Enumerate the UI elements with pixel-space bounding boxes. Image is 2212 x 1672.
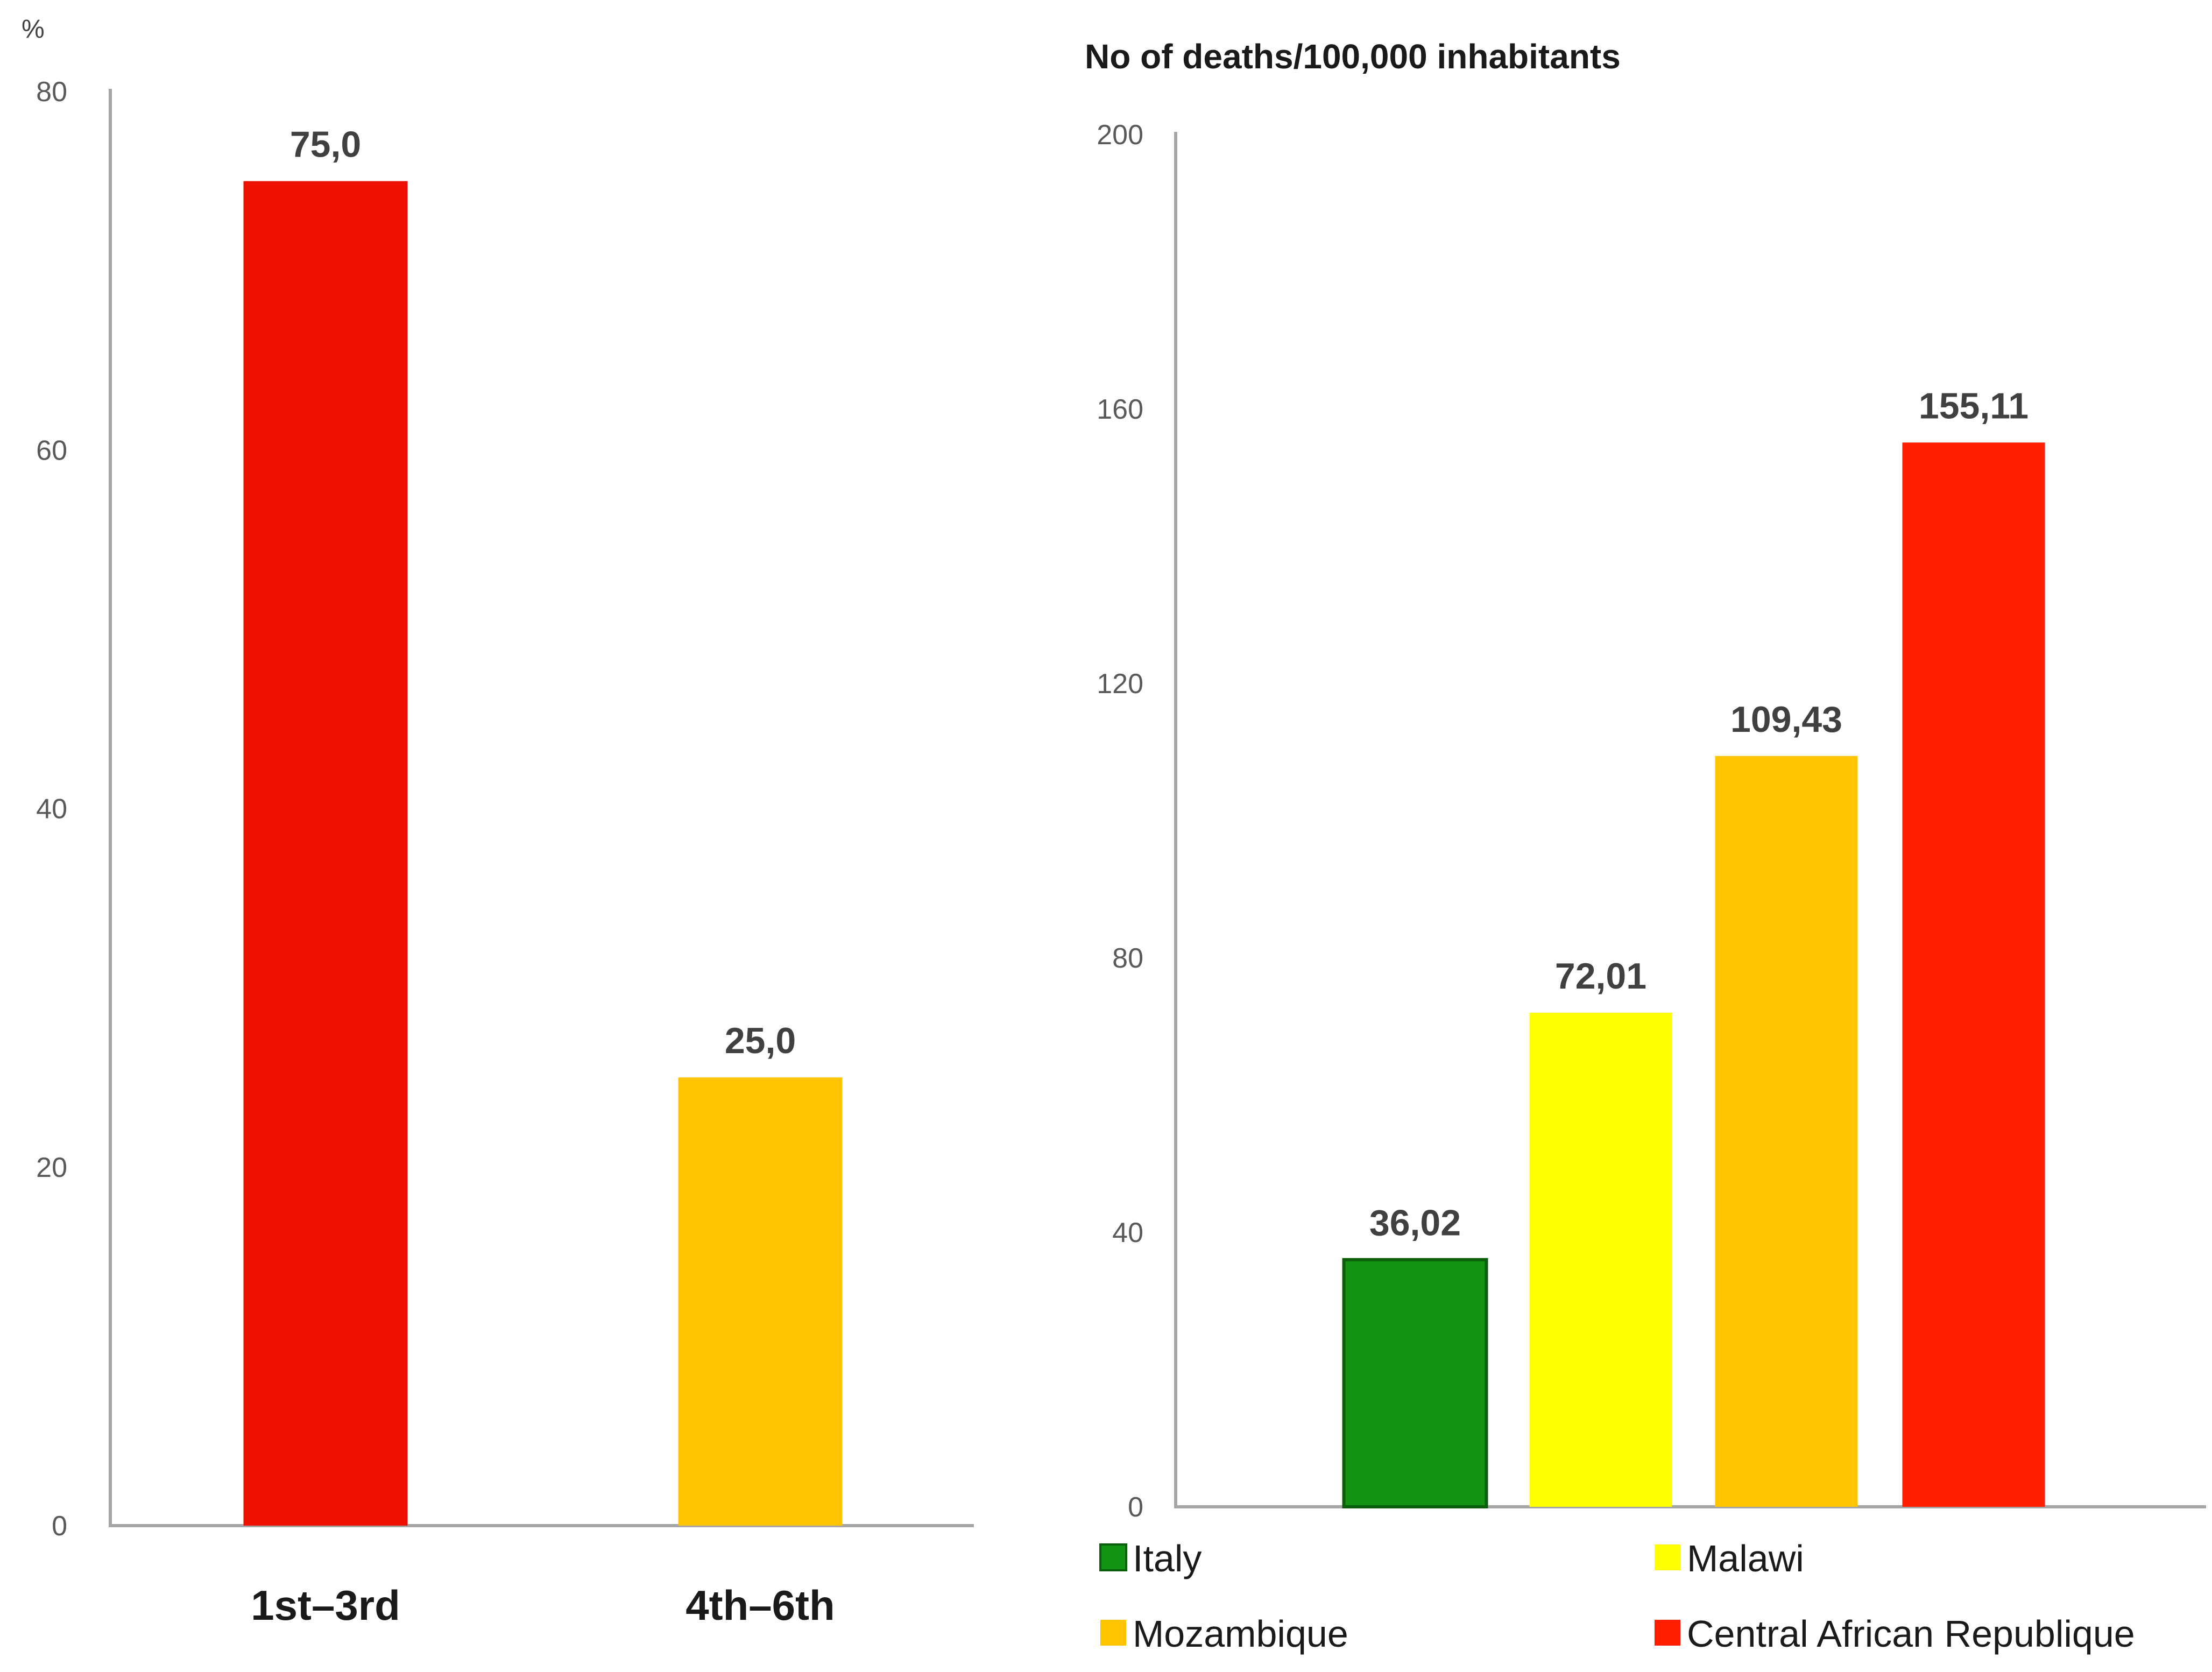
right-y-ticks: 0 40 80 120 160 200 [1097, 119, 1143, 1523]
chart-left: % 0 20 40 60 80 75,0 25,0 1st–3rd 4th–6th [22, 15, 974, 1629]
right-y-tick-label: 0 [1128, 1492, 1143, 1523]
left-bars: 75,0 25,0 [243, 124, 843, 1526]
right-bar-value-label: 109,43 [1730, 699, 1842, 740]
right-bar [1529, 1012, 1672, 1507]
right-bar-value-label: 155,11 [1919, 385, 2029, 426]
right-y-tick-label: 40 [1112, 1217, 1143, 1248]
right-y-tick-label: 200 [1097, 119, 1143, 151]
right-bar [1715, 756, 1858, 1507]
legend-swatch [1655, 1620, 1680, 1646]
legend-label: Central African Republique [1687, 1613, 2135, 1655]
legend-label: Mozambique [1133, 1613, 1348, 1655]
left-bar [243, 181, 408, 1526]
legend-label: Malawi [1687, 1537, 1804, 1579]
left-category-label: 1st–3rd [251, 1582, 400, 1629]
right-y-tick-label: 80 [1112, 943, 1143, 974]
left-bar [678, 1077, 843, 1526]
right-legend: Italy Malawi Mozambique Central African Rep… [1099, 1537, 2135, 1655]
left-y-tick-label: 80 [36, 76, 67, 108]
left-bar-value-label: 25,0 [725, 1020, 796, 1061]
left-y-tick-label: 20 [36, 1152, 67, 1183]
left-y-tick-label: 0 [52, 1511, 67, 1542]
right-bar-value-label: 72,01 [1555, 956, 1646, 997]
left-category-label: 4th–6th [685, 1582, 835, 1629]
right-y-tick-label: 160 [1097, 394, 1143, 425]
legend-swatch [1655, 1544, 1680, 1570]
left-bar-value-label: 75,0 [290, 124, 361, 165]
left-y-tick-label: 60 [36, 435, 67, 466]
left-y-ticks: 0 20 40 60 80 [36, 76, 67, 1542]
legend-swatch [1099, 1543, 1127, 1571]
chart-right: No of deaths/100,000 inhabitants 0 40 80 12… [1085, 37, 2206, 1655]
left-y-unit-label: % [22, 15, 45, 44]
right-bar-value-label: 36,02 [1369, 1203, 1461, 1244]
right-bar [1902, 442, 2045, 1507]
right-bar [1342, 1258, 1488, 1509]
legend-swatch [1100, 1620, 1126, 1646]
right-chart-title: No of deaths/100,000 inhabitants [1085, 37, 1621, 76]
right-y-tick-label: 120 [1097, 668, 1143, 700]
left-y-tick-label: 40 [36, 794, 67, 825]
left-category-labels: 1st–3rd 4th–6th [251, 1582, 835, 1629]
right-bars: 36,02 72,01 109,43 155,11 [1342, 385, 2045, 1509]
legend-label: Italy [1133, 1537, 1202, 1579]
